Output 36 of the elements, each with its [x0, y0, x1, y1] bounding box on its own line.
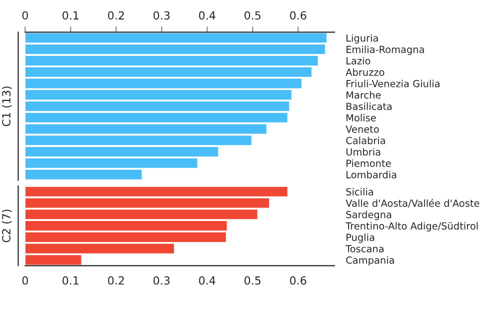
y-tick-label: Sicilia [346, 188, 374, 196]
x-tick-label: 0.3 [154, 11, 170, 20]
y-axis-title: C1 (13) [2, 86, 12, 126]
x-tick-label: 0.5 [244, 11, 260, 20]
y-tick-label: Valle d'Aosta/Vallée d'Aoste [346, 198, 480, 208]
x-tick-label: 0.1 [62, 276, 78, 285]
x-tick-label: 0 [22, 276, 28, 285]
x-tick-label: 0.3 [154, 276, 170, 285]
y-axis-title: C2 (7) [2, 210, 12, 242]
y-tick-label: Piemonte [346, 159, 391, 167]
y-tick-label: Lombardia [346, 170, 396, 178]
y-tick-label: Lazio [346, 56, 370, 64]
y-tick-label: Sardegna [346, 210, 392, 220]
y-tick-label: Umbria [346, 148, 380, 156]
y-tick-label: Calabria [346, 136, 385, 144]
y-tick-label: Friuli-Venezia Giulia [346, 80, 440, 88]
x-tick-label: 0.4 [199, 276, 216, 285]
y-tick-label: Emilia-Romagna [346, 46, 424, 55]
y-tick-label: Abruzzo [346, 68, 384, 76]
y-tick-label: Trentino-Alto Adige/Südtirol [346, 222, 478, 232]
x-tick-label: 0.5 [244, 276, 260, 285]
x-tick-label: 0.4 [199, 11, 216, 20]
y-tick-label: Molise [346, 114, 376, 122]
x-tick-label: 0 [22, 11, 28, 20]
x-tick-label: 0.2 [108, 11, 124, 20]
x-tick-label: 0.2 [108, 276, 124, 285]
y-tick-label: Liguria [346, 34, 378, 44]
y-tick-label: Campania [346, 256, 394, 266]
x-tick-label: 0.6 [290, 11, 306, 20]
y-tick-label: Toscana [346, 245, 384, 252]
y-tick-label: Veneto [346, 126, 379, 133]
y-tick-label: Basilicata [346, 102, 392, 110]
x-tick-label: 0.1 [62, 11, 78, 20]
x-tick-label: 0.6 [290, 276, 306, 285]
y-tick-label: Puglia [346, 233, 374, 243]
y-tick-label: Marche [346, 91, 381, 99]
